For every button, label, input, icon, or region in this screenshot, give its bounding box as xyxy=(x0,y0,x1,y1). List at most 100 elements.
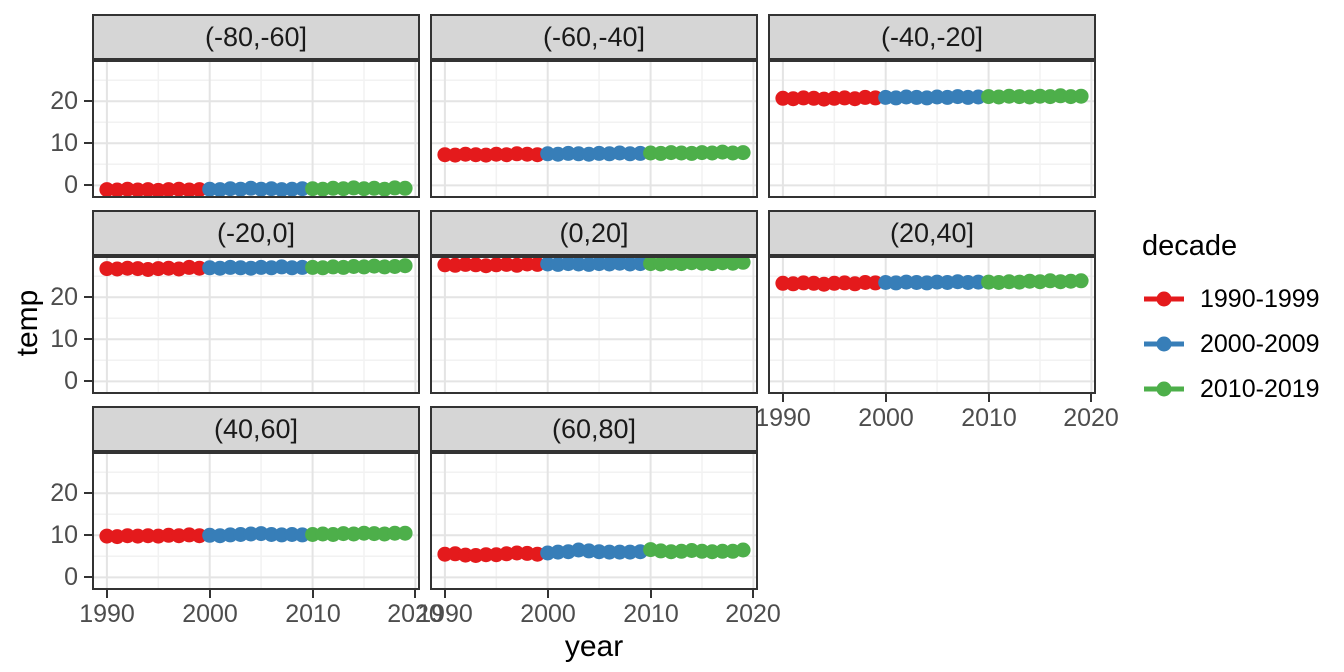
x-axis-title: year xyxy=(564,630,624,663)
facet-label: (-60,-40] xyxy=(542,21,646,52)
minor-gridlines xyxy=(92,452,420,590)
x-tick-label: 2020 xyxy=(1063,404,1119,432)
y-axis-tick xyxy=(84,184,92,186)
facet-panel xyxy=(768,256,1096,394)
x-axis-tick xyxy=(106,590,108,598)
minor-gridlines xyxy=(430,60,758,198)
minor-gridlines xyxy=(92,60,420,198)
decade-series xyxy=(540,542,648,561)
data-point xyxy=(735,145,751,161)
data-point xyxy=(632,256,648,272)
x-tick-label: 2020 xyxy=(387,600,443,628)
decade-series xyxy=(202,180,310,198)
decade-series xyxy=(99,527,207,545)
decade-series xyxy=(540,145,648,162)
facet-strip: (-20,0] xyxy=(92,210,420,256)
data-point xyxy=(1073,273,1089,289)
data-point xyxy=(601,544,617,560)
legend-label: 1990-1999 xyxy=(1200,284,1320,313)
data-point xyxy=(294,181,310,197)
data-point xyxy=(612,544,628,560)
x-tick-label: 2010 xyxy=(285,600,341,628)
facet-panel xyxy=(768,60,1096,198)
data-point xyxy=(735,256,751,270)
data-point xyxy=(735,542,751,558)
decade-series xyxy=(437,146,545,163)
y-axis-tick xyxy=(84,576,92,578)
legend-entry: 1990-1999 xyxy=(1142,284,1320,314)
decade-series xyxy=(878,274,986,291)
x-axis-tick xyxy=(988,394,990,402)
legend-key-icon xyxy=(1144,336,1184,352)
decade-series xyxy=(775,89,883,107)
legend-entry: 2000-2009 xyxy=(1142,329,1320,359)
decade-series xyxy=(775,275,883,292)
x-axis-tick xyxy=(414,590,416,598)
major-gridlines xyxy=(430,60,758,198)
y-tick-label: 20 xyxy=(50,479,78,507)
facet-strip: (60,80] xyxy=(430,406,758,452)
x-axis-tick xyxy=(547,590,549,598)
major-gridlines xyxy=(92,256,420,394)
data-point xyxy=(387,525,403,541)
y-axis-tick xyxy=(84,492,92,494)
x-tick-label: 2020 xyxy=(725,600,781,628)
facet-panel xyxy=(92,60,420,198)
decade-series xyxy=(643,144,751,161)
facet-strip: (-40,-20] xyxy=(768,14,1096,60)
y-tick-label: 0 xyxy=(64,563,78,591)
x-axis-tick xyxy=(782,394,784,402)
data-point xyxy=(970,274,986,290)
facet-label: (0,20] xyxy=(559,217,629,248)
x-tick-label: 1990 xyxy=(79,600,135,628)
decade-series xyxy=(437,545,545,563)
decade-series xyxy=(202,526,310,544)
x-axis-tick xyxy=(650,590,652,598)
y-axis-tick xyxy=(84,380,92,382)
y-tick-label: 10 xyxy=(50,325,78,353)
decade-series xyxy=(643,542,751,560)
facet-panel xyxy=(430,60,758,198)
data-point xyxy=(397,525,413,541)
legend-key-icon xyxy=(1144,291,1184,307)
y-tick-label: 0 xyxy=(64,367,78,395)
major-gridlines xyxy=(430,256,758,394)
x-tick-label: 2010 xyxy=(623,600,679,628)
minor-gridlines xyxy=(430,256,758,394)
x-tick-label: 2010 xyxy=(961,404,1017,432)
facet-label: (-80,-60] xyxy=(204,21,308,52)
y-tick-label: 10 xyxy=(50,521,78,549)
decade-series xyxy=(437,256,545,274)
facet-panel xyxy=(92,256,420,394)
data-point xyxy=(397,180,413,196)
legend-label: 2010-2019 xyxy=(1200,374,1320,403)
facet-strip: (0,20] xyxy=(430,210,758,256)
y-axis-tick xyxy=(84,534,92,536)
facet-label: (-40,-20] xyxy=(880,21,984,52)
facet-strip: (-60,-40] xyxy=(430,14,758,60)
decade-series xyxy=(878,89,986,106)
y-axis-tick xyxy=(84,338,92,340)
x-tick-label: 1990 xyxy=(417,600,473,628)
facet-strip: (40,60] xyxy=(92,406,420,452)
facet-panel xyxy=(430,452,758,590)
legend-key-icon xyxy=(1144,381,1184,397)
x-tick-label: 2000 xyxy=(858,404,914,432)
facet-strip: (20,40] xyxy=(768,210,1096,256)
y-tick-label: 20 xyxy=(50,283,78,311)
facet-label: (40,60] xyxy=(213,413,299,444)
x-tick-label: 1990 xyxy=(755,404,811,432)
major-gridlines xyxy=(430,452,758,590)
y-tick-label: 20 xyxy=(50,87,78,115)
facet-label: (-20,0] xyxy=(216,217,296,248)
legend-title: decade xyxy=(1142,230,1238,262)
decade-series xyxy=(202,259,310,276)
facet-label: (60,80] xyxy=(551,413,637,444)
decade-series xyxy=(99,181,207,198)
data-point xyxy=(294,259,310,275)
legend-entry: 2010-2019 xyxy=(1142,374,1320,404)
decade-series xyxy=(540,256,648,272)
y-tick-label: 10 xyxy=(50,129,78,157)
y-axis-tick xyxy=(84,296,92,298)
